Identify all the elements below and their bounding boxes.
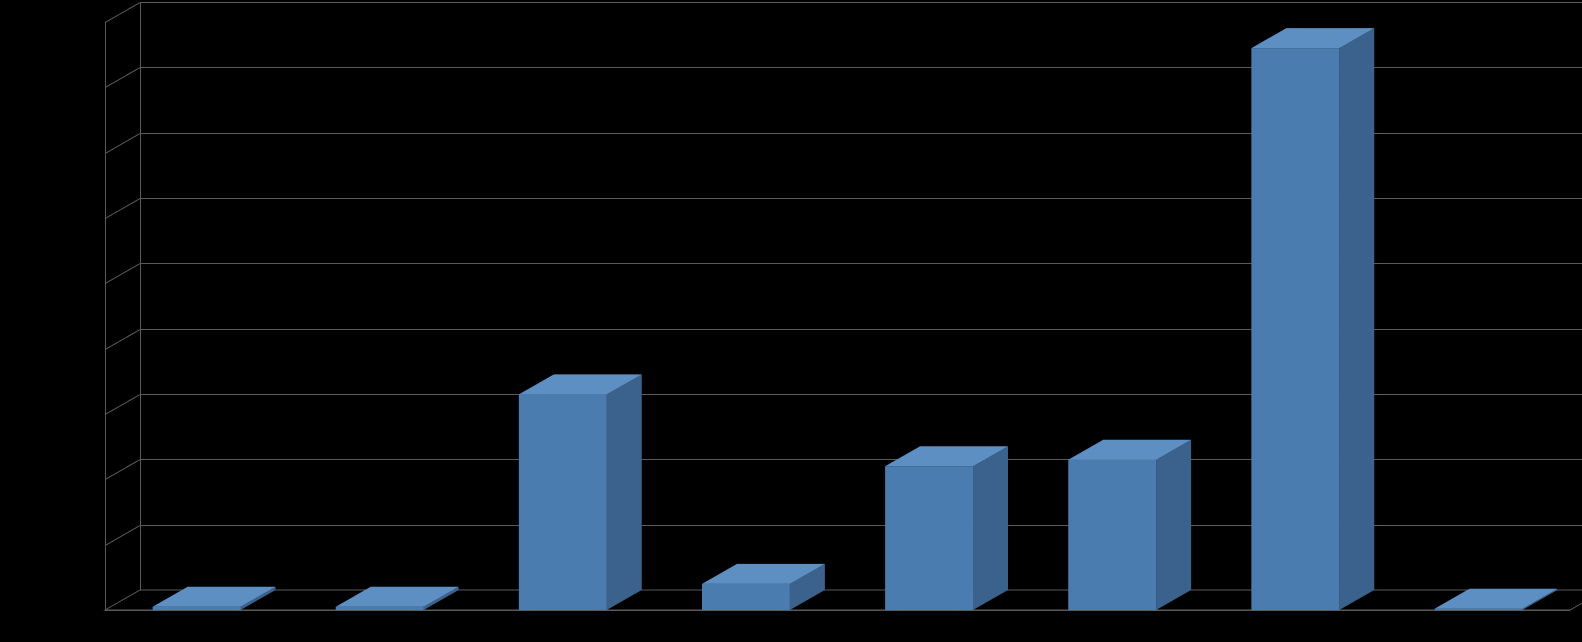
bar: [1434, 589, 1557, 610]
bar: [1068, 440, 1191, 610]
bar: [702, 564, 825, 610]
bar: [153, 587, 276, 610]
bars-layer: [0, 0, 1582, 642]
bar: [885, 446, 1008, 610]
bar: [519, 374, 642, 610]
axis-baseline: [105, 610, 1570, 611]
bar-chart: [0, 0, 1582, 642]
bar: [1251, 28, 1374, 610]
bar: [336, 587, 459, 610]
